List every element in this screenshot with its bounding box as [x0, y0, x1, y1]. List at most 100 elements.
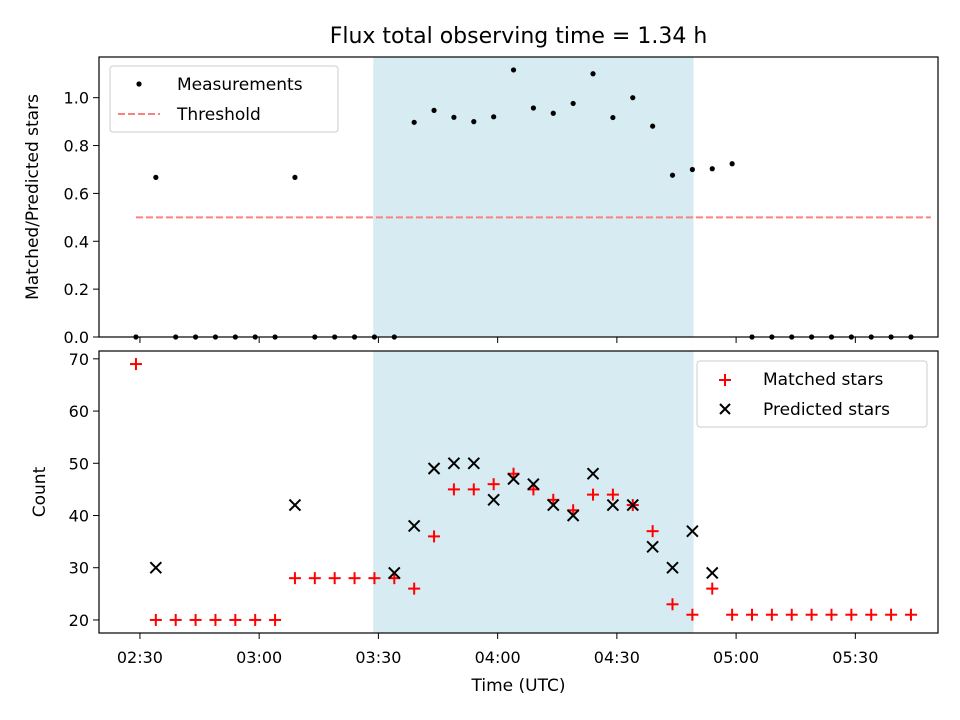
- y-tick-label: 0.4: [64, 232, 89, 251]
- matched-star-point: [785, 608, 798, 621]
- matched-star-point: [825, 608, 838, 621]
- matched-star-point: [308, 572, 321, 585]
- predicted-star-point: [149, 561, 163, 574]
- measurement-point: [491, 114, 497, 120]
- count-panel: 20 30 40 50 60 70 02:30 03:00 03:30 04:00 04:30 05…: [30, 350, 939, 696]
- y-tick-label: 30: [69, 559, 89, 578]
- legend-threshold-label: Threshold: [176, 105, 261, 125]
- matched-star-point: [706, 582, 719, 595]
- y-tick-label: 0.0: [64, 328, 89, 347]
- legend-top: Measurements Threshold: [109, 65, 339, 133]
- x-tick-label: 05:00: [713, 648, 759, 667]
- measurement-point: [431, 107, 437, 113]
- measurement-point: [451, 114, 457, 120]
- predicted-star-point: [666, 561, 679, 574]
- predicted-star-point: [447, 457, 461, 470]
- measurement-point: [153, 174, 159, 180]
- x-tick-label: 02:30: [117, 648, 163, 667]
- predicted-star-point: [626, 498, 639, 512]
- highlight-span-top: [373, 57, 694, 337]
- matched-star-point: [845, 608, 858, 621]
- measurement-point: [610, 114, 616, 121]
- matched-star-point: [726, 608, 739, 621]
- matched-star-point: [229, 613, 242, 626]
- x-tick-label: 03:00: [236, 648, 282, 667]
- plot-frame-top: [98, 56, 939, 338]
- legend-matched-label: Matched stars: [763, 370, 883, 390]
- predicted-star-point: [547, 498, 560, 512]
- y-tick-label: 0.8: [64, 137, 89, 156]
- legend-matched-marker: [719, 374, 731, 386]
- matched-star-point: [885, 608, 898, 621]
- matched-star-point: [288, 572, 301, 585]
- measurement-point: [530, 105, 537, 111]
- measurement-point: [570, 100, 576, 107]
- predicted-star-point: [467, 457, 480, 470]
- matched-star-point: [408, 582, 421, 595]
- predicted-star-point: [586, 467, 600, 480]
- measurement-point: [630, 95, 636, 101]
- y-tick-label: 70: [69, 350, 89, 369]
- measurement-point: [689, 166, 695, 173]
- predicted-star-point: [646, 540, 659, 554]
- x-tick-label: 04:00: [475, 648, 521, 667]
- predicted-star-point: [566, 509, 580, 522]
- matched-star-point: [368, 572, 381, 585]
- matched-star-point: [129, 358, 142, 371]
- matched-star-point: [447, 483, 460, 496]
- predicted-star-point: [507, 472, 520, 486]
- predicted-star-point: [606, 498, 620, 512]
- matched-star-point: [169, 613, 182, 626]
- predicted-star-point: [686, 524, 699, 538]
- predicted-star-point: [427, 462, 441, 475]
- y-tick-label: 0.2: [64, 280, 89, 299]
- legend-predicted-label: Predicted stars: [763, 400, 890, 420]
- measurement-point: [590, 71, 596, 77]
- y-tick-label: 60: [69, 402, 89, 421]
- matched-star-point: [249, 613, 262, 626]
- y-tick-label: 1.0: [64, 89, 89, 108]
- matched-star-point: [904, 608, 917, 621]
- predicted-star-point: [706, 566, 719, 580]
- matched-star-point: [348, 572, 361, 585]
- plot-frame-bottom: [98, 350, 939, 634]
- y-axis-label-bottom: Count: [30, 466, 50, 517]
- x-axis-label: Time (UTC): [471, 676, 566, 696]
- x-tick-label: 04:30: [594, 648, 640, 667]
- measurement-point: [669, 172, 676, 178]
- predicted-star-point: [487, 493, 500, 507]
- predicted-star-point: [527, 477, 540, 491]
- matched-star-point: [745, 608, 758, 621]
- y-tick-label: 20: [69, 611, 89, 630]
- x-tick-label: 05:30: [832, 648, 878, 667]
- y-tick-label: 0.6: [64, 184, 89, 203]
- measurement-point: [471, 119, 477, 125]
- matched-star-point: [428, 530, 441, 543]
- matched-star-point: [487, 478, 500, 491]
- predicted-star-point: [407, 519, 421, 533]
- y-tick-label: 50: [69, 454, 89, 473]
- matched-star-point: [189, 613, 202, 626]
- legend-measurements-label: Measurements: [177, 75, 303, 95]
- legend-predicted-marker: [719, 403, 731, 415]
- measurement-point: [550, 110, 556, 116]
- matched-star-point: [209, 613, 222, 626]
- matched-star-point: [686, 608, 699, 621]
- measurement-point: [729, 161, 735, 167]
- matched-star-point: [269, 613, 282, 626]
- matched-star-point: [467, 483, 480, 496]
- x-tick-label: 03:30: [355, 648, 401, 667]
- matched-star-point: [587, 488, 600, 501]
- measurement-point: [411, 119, 417, 125]
- matched-star-point: [646, 525, 659, 538]
- matched-star-point: [666, 598, 679, 611]
- matched-star-point: [149, 613, 162, 626]
- matched-star-point: [805, 608, 818, 621]
- matched-star-point: [328, 572, 341, 585]
- legend-measurements-marker: [136, 81, 142, 87]
- predicted-star-point: [288, 498, 302, 512]
- measurement-point: [292, 174, 298, 180]
- ratio-panel: 0.0 0.2 0.4 0.6 0.8 1.0 Matched/Predicted sta…: [23, 56, 939, 347]
- matched-star-point: [765, 608, 778, 621]
